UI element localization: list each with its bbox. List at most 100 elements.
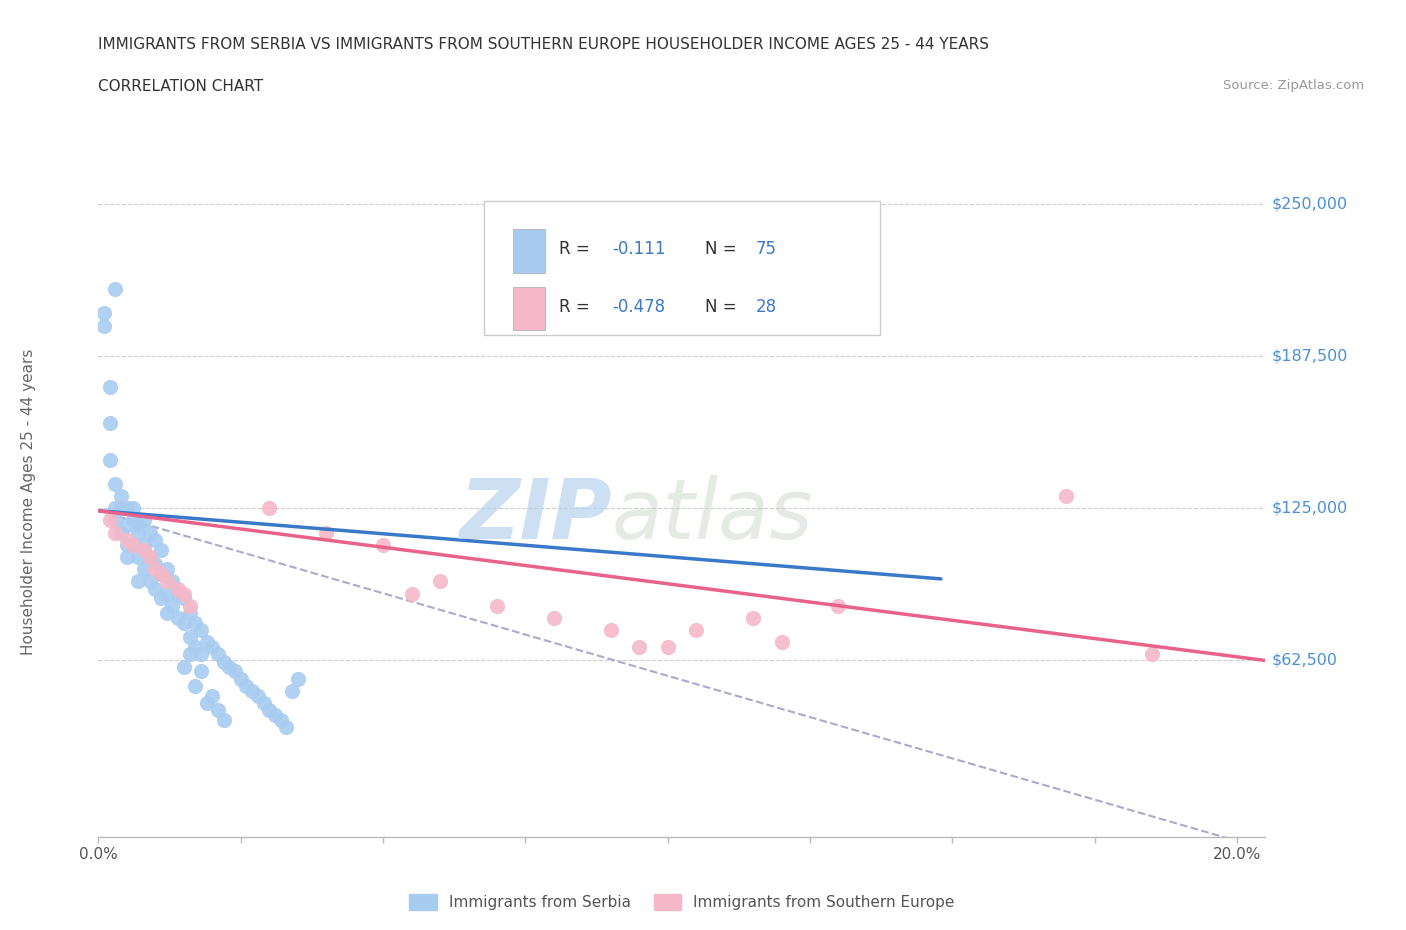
Point	[150, 566, 173, 581]
Point	[218, 659, 240, 674]
Point	[179, 630, 201, 644]
Point	[156, 574, 179, 589]
Point	[115, 550, 138, 565]
Point	[143, 562, 166, 577]
Point	[150, 542, 173, 557]
Point	[257, 703, 280, 718]
Point	[156, 605, 179, 620]
Point	[115, 533, 138, 548]
Point	[224, 664, 246, 679]
Point	[132, 513, 155, 528]
Legend: Immigrants from Serbia, Immigrants from Southern Europe: Immigrants from Serbia, Immigrants from …	[404, 888, 960, 916]
Point	[98, 452, 121, 467]
Point	[212, 654, 235, 669]
Point	[110, 488, 132, 503]
Point	[110, 525, 132, 540]
Point	[201, 640, 224, 655]
Point	[179, 605, 201, 620]
Point	[104, 501, 127, 516]
Point	[1054, 488, 1077, 503]
Point	[93, 306, 115, 321]
Point	[156, 586, 179, 601]
Point	[235, 679, 257, 694]
Point	[190, 647, 212, 662]
Point	[167, 610, 190, 625]
Text: $187,500: $187,500	[1271, 349, 1347, 364]
Text: $250,000: $250,000	[1271, 196, 1347, 211]
Point	[104, 476, 127, 491]
Point	[179, 647, 201, 662]
Point	[167, 586, 190, 601]
Point	[264, 708, 287, 723]
Point	[150, 591, 173, 605]
Point	[150, 566, 173, 581]
Text: atlas: atlas	[612, 475, 814, 556]
Point	[167, 581, 190, 596]
Point	[190, 664, 212, 679]
Point	[121, 538, 143, 552]
Point	[190, 622, 212, 637]
Point	[98, 416, 121, 431]
Text: N =: N =	[706, 298, 742, 316]
Point	[315, 525, 337, 540]
Point	[195, 696, 218, 711]
Point	[143, 557, 166, 572]
Point	[98, 379, 121, 394]
Point	[429, 574, 451, 589]
Text: R =: R =	[560, 240, 595, 259]
Point	[173, 616, 195, 631]
Point	[115, 538, 138, 552]
Point	[212, 712, 235, 727]
Point	[138, 525, 160, 540]
Text: CORRELATION CHART: CORRELATION CHART	[98, 79, 263, 94]
Text: Householder Income Ages 25 - 44 years: Householder Income Ages 25 - 44 years	[21, 349, 37, 656]
Point	[173, 591, 195, 605]
Point	[685, 622, 707, 637]
Point	[104, 513, 127, 528]
Point	[229, 671, 252, 686]
Point	[127, 525, 149, 540]
Text: R =: R =	[560, 298, 595, 316]
Point	[162, 574, 184, 589]
Text: -0.478: -0.478	[612, 298, 665, 316]
Point	[770, 635, 793, 650]
Point	[276, 720, 298, 735]
Point	[143, 581, 166, 596]
Text: N =: N =	[706, 240, 742, 259]
Point	[827, 598, 849, 613]
Point	[184, 679, 207, 694]
Point	[115, 501, 138, 516]
Point	[143, 533, 166, 548]
Point	[371, 538, 394, 552]
Point	[201, 688, 224, 703]
Text: -0.111: -0.111	[612, 240, 665, 259]
Point	[138, 550, 160, 565]
Point	[98, 513, 121, 528]
Point	[207, 703, 229, 718]
Point	[173, 659, 195, 674]
Point	[257, 501, 280, 516]
Point	[246, 688, 269, 703]
Point	[485, 598, 508, 613]
Bar	[513, 229, 546, 272]
Point	[207, 647, 229, 662]
Point	[132, 542, 155, 557]
Point	[121, 501, 143, 516]
Point	[184, 616, 207, 631]
Point	[138, 574, 160, 589]
Point	[240, 684, 263, 698]
Point	[93, 318, 115, 333]
Point	[287, 671, 309, 686]
Point	[110, 501, 132, 516]
Point	[195, 635, 218, 650]
Point	[138, 550, 160, 565]
Bar	[513, 286, 546, 330]
Text: 28: 28	[755, 298, 776, 316]
Text: 75: 75	[755, 240, 776, 259]
Point	[115, 518, 138, 533]
Point	[156, 562, 179, 577]
Point	[104, 282, 127, 297]
Point	[599, 622, 621, 637]
Point	[179, 598, 201, 613]
Text: ZIP: ZIP	[460, 475, 612, 556]
